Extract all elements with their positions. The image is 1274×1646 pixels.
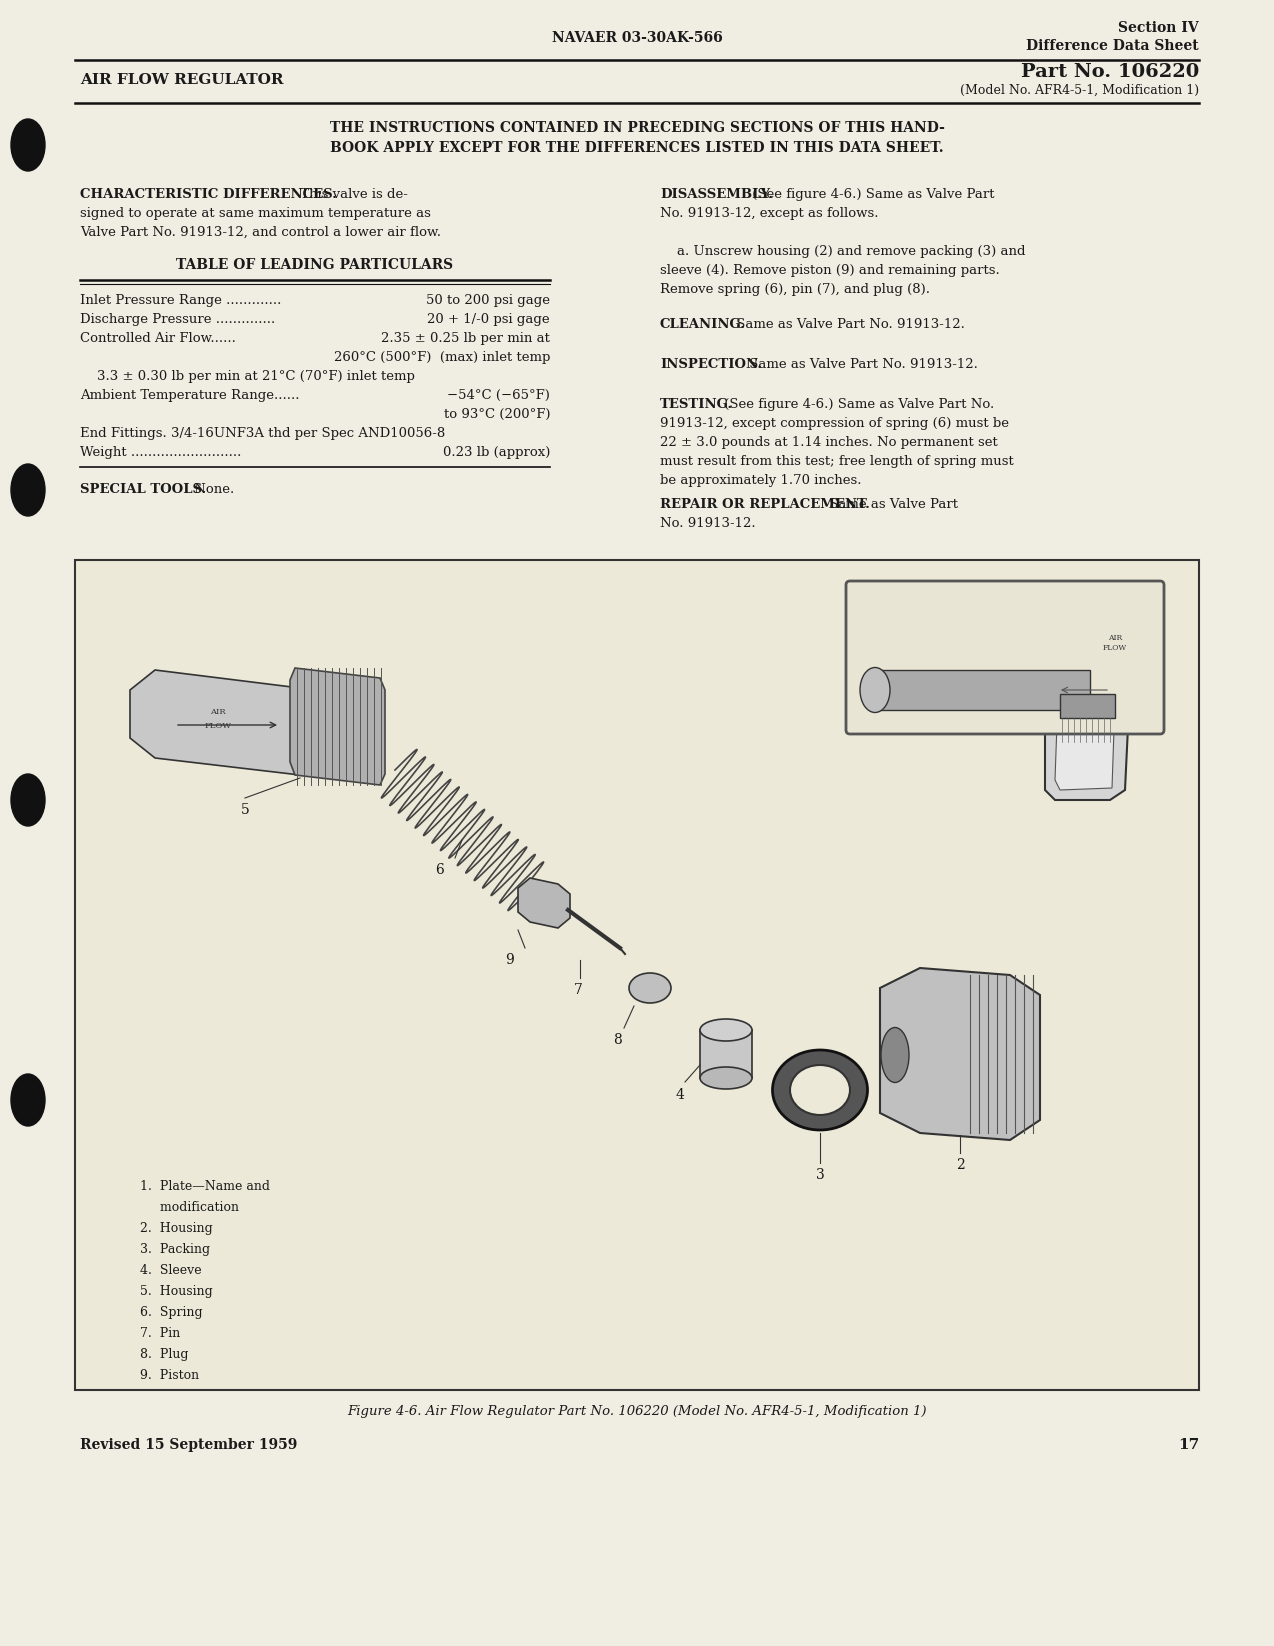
Text: 3: 3 bbox=[815, 1169, 824, 1182]
Text: Same as Valve Part No. 91913-12.: Same as Valve Part No. 91913-12. bbox=[745, 357, 978, 370]
Text: sleeve (4). Remove piston (9) and remaining parts.: sleeve (4). Remove piston (9) and remain… bbox=[660, 263, 1000, 277]
Polygon shape bbox=[130, 670, 310, 775]
Ellipse shape bbox=[699, 1019, 752, 1040]
Text: Valve Part No. 91913-12, and control a lower air flow.: Valve Part No. 91913-12, and control a l… bbox=[80, 226, 441, 239]
Text: BOOK APPLY EXCEPT FOR THE DIFFERENCES LISTED IN THIS DATA SHEET.: BOOK APPLY EXCEPT FOR THE DIFFERENCES LI… bbox=[330, 142, 944, 155]
Text: 4.  Sleeve: 4. Sleeve bbox=[140, 1264, 201, 1277]
Text: 8: 8 bbox=[614, 1034, 623, 1047]
Text: (Model No. AFR4-5-1, Modification 1): (Model No. AFR4-5-1, Modification 1) bbox=[959, 84, 1199, 97]
Text: 8.  Plug: 8. Plug bbox=[140, 1348, 189, 1361]
Ellipse shape bbox=[11, 464, 45, 515]
Text: (See figure 4-6.) Same as Valve Part: (See figure 4-6.) Same as Valve Part bbox=[748, 188, 995, 201]
Text: 17: 17 bbox=[1177, 1439, 1199, 1452]
Text: End Fittings. 3/4-16UNF3A thd per Spec AND10056-8: End Fittings. 3/4-16UNF3A thd per Spec A… bbox=[80, 426, 445, 439]
Text: THE INSTRUCTIONS CONTAINED IN PRECEDING SECTIONS OF THIS HAND-: THE INSTRUCTIONS CONTAINED IN PRECEDING … bbox=[330, 122, 944, 135]
Text: CLEANING.: CLEANING. bbox=[660, 318, 747, 331]
Text: DISASSEMBLY.: DISASSEMBLY. bbox=[660, 188, 773, 201]
Text: This valve is de-: This valve is de- bbox=[296, 188, 408, 201]
Polygon shape bbox=[290, 668, 385, 785]
Text: be approximately 1.70 inches.: be approximately 1.70 inches. bbox=[660, 474, 861, 487]
Text: Discharge Pressure ..............: Discharge Pressure .............. bbox=[80, 313, 275, 326]
Text: AIR FLOW REGULATOR: AIR FLOW REGULATOR bbox=[80, 72, 284, 87]
Text: REPAIR OR REPLACEMENT.: REPAIR OR REPLACEMENT. bbox=[660, 499, 870, 510]
Text: 2: 2 bbox=[956, 1159, 964, 1172]
Ellipse shape bbox=[772, 1050, 868, 1131]
Text: Weight ..........................: Weight .......................... bbox=[80, 446, 241, 459]
Ellipse shape bbox=[882, 1027, 910, 1083]
Ellipse shape bbox=[11, 1073, 45, 1126]
Polygon shape bbox=[880, 968, 1040, 1141]
Text: AIR: AIR bbox=[1108, 634, 1122, 642]
Ellipse shape bbox=[11, 774, 45, 826]
Text: No. 91913-12, except as follows.: No. 91913-12, except as follows. bbox=[660, 207, 879, 221]
Text: TABLE OF LEADING PARTICULARS: TABLE OF LEADING PARTICULARS bbox=[176, 258, 454, 272]
Text: 3.3 ± 0.30 lb per min at 21°C (70°F) inlet temp: 3.3 ± 0.30 lb per min at 21°C (70°F) inl… bbox=[80, 370, 415, 384]
Text: TESTING.: TESTING. bbox=[660, 398, 733, 412]
FancyBboxPatch shape bbox=[846, 581, 1164, 734]
Text: 91913-12, except compression of spring (6) must be: 91913-12, except compression of spring (… bbox=[660, 416, 1009, 430]
Text: 1: 1 bbox=[1135, 662, 1144, 675]
Text: No. 91913-12.: No. 91913-12. bbox=[660, 517, 755, 530]
Text: Revised 15 September 1959: Revised 15 September 1959 bbox=[80, 1439, 297, 1452]
Text: 1.  Plate—Name and: 1. Plate—Name and bbox=[140, 1180, 270, 1193]
Ellipse shape bbox=[629, 973, 671, 1002]
Bar bbox=[870, 670, 1091, 709]
Text: 9: 9 bbox=[506, 953, 515, 966]
Text: 7.  Pin: 7. Pin bbox=[140, 1327, 180, 1340]
Text: 9.  Piston: 9. Piston bbox=[140, 1369, 199, 1383]
Text: None.: None. bbox=[190, 482, 234, 495]
Text: must result from this test; free length of spring must: must result from this test; free length … bbox=[660, 454, 1014, 467]
Ellipse shape bbox=[860, 668, 891, 713]
Text: signed to operate at same maximum temperature as: signed to operate at same maximum temper… bbox=[80, 207, 431, 221]
Text: 6.  Spring: 6. Spring bbox=[140, 1305, 203, 1318]
Text: 6: 6 bbox=[436, 863, 445, 877]
Text: 4: 4 bbox=[675, 1088, 684, 1103]
Text: Part No. 106220: Part No. 106220 bbox=[1020, 63, 1199, 81]
Text: Section IV: Section IV bbox=[1119, 21, 1199, 35]
Text: AIR: AIR bbox=[210, 708, 225, 716]
Text: 260°C (500°F)  (max) inlet temp: 260°C (500°F) (max) inlet temp bbox=[334, 351, 550, 364]
Text: SPECIAL TOOLS.: SPECIAL TOOLS. bbox=[80, 482, 206, 495]
Text: Inlet Pressure Range .............: Inlet Pressure Range ............. bbox=[80, 295, 282, 308]
Text: CHARACTERISTIC DIFFERENCES.: CHARACTERISTIC DIFFERENCES. bbox=[80, 188, 336, 201]
Polygon shape bbox=[519, 877, 569, 928]
Text: (See figure 4-6.) Same as Valve Part No.: (See figure 4-6.) Same as Valve Part No. bbox=[720, 398, 994, 412]
Text: FLOW: FLOW bbox=[205, 723, 232, 729]
Text: a. Unscrew housing (2) and remove packing (3) and: a. Unscrew housing (2) and remove packin… bbox=[660, 245, 1026, 258]
Text: Same as Valve Part No. 91913-12.: Same as Valve Part No. 91913-12. bbox=[733, 318, 964, 331]
Text: Same as Valve Part: Same as Valve Part bbox=[826, 499, 958, 510]
Text: INSPECTION.: INSPECTION. bbox=[660, 357, 762, 370]
Text: NAVAER 03-30AK-566: NAVAER 03-30AK-566 bbox=[552, 31, 722, 44]
Text: 5: 5 bbox=[241, 803, 250, 816]
Ellipse shape bbox=[699, 1067, 752, 1090]
Text: 0.23 lb (approx): 0.23 lb (approx) bbox=[442, 446, 550, 459]
Text: 50 to 200 psi gage: 50 to 200 psi gage bbox=[426, 295, 550, 308]
Text: 7: 7 bbox=[573, 983, 582, 997]
Text: −54°C (−65°F): −54°C (−65°F) bbox=[447, 388, 550, 402]
Text: Remove spring (6), pin (7), and plug (8).: Remove spring (6), pin (7), and plug (8)… bbox=[660, 283, 930, 296]
Text: to 93°C (200°F): to 93°C (200°F) bbox=[443, 408, 550, 421]
Bar bbox=[699, 1030, 752, 1078]
Ellipse shape bbox=[790, 1065, 850, 1114]
Text: Figure 4-6. Air Flow Regulator Part No. 106220 (Model No. AFR4-5-1, Modification: Figure 4-6. Air Flow Regulator Part No. … bbox=[348, 1406, 926, 1417]
Text: 20 + 1/-0 psi gage: 20 + 1/-0 psi gage bbox=[427, 313, 550, 326]
Text: Controlled Air Flow......: Controlled Air Flow...... bbox=[80, 332, 236, 346]
Text: Ambient Temperature Range......: Ambient Temperature Range...... bbox=[80, 388, 299, 402]
Text: 22 ± 3.0 pounds at 1.14 inches. No permanent set: 22 ± 3.0 pounds at 1.14 inches. No perma… bbox=[660, 436, 998, 449]
Text: Difference Data Sheet: Difference Data Sheet bbox=[1027, 40, 1199, 53]
Text: 2.35 ± 0.25 lb per min at: 2.35 ± 0.25 lb per min at bbox=[381, 332, 550, 346]
Text: 5.  Housing: 5. Housing bbox=[140, 1286, 213, 1299]
Bar bbox=[75, 560, 1199, 1389]
Text: modification: modification bbox=[140, 1202, 240, 1215]
Text: 3.  Packing: 3. Packing bbox=[140, 1243, 210, 1256]
Polygon shape bbox=[1045, 660, 1130, 800]
Bar bbox=[1060, 695, 1115, 718]
Text: 2.  Housing: 2. Housing bbox=[140, 1221, 213, 1234]
Text: FLOW: FLOW bbox=[1103, 644, 1127, 652]
Ellipse shape bbox=[11, 119, 45, 171]
Polygon shape bbox=[1055, 681, 1115, 790]
